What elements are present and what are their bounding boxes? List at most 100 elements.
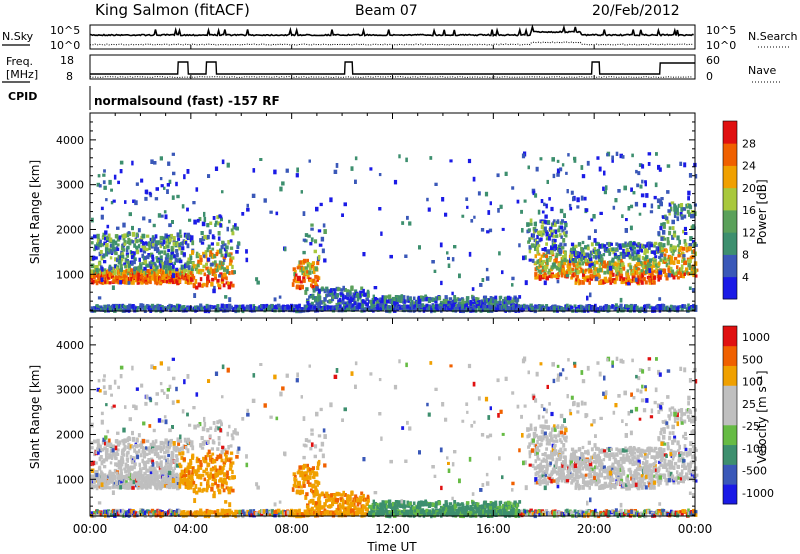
velocity-cell (150, 465, 153, 469)
velocity-cell (101, 486, 105, 490)
power-cell (550, 250, 554, 255)
power-cell (93, 274, 96, 280)
power-cell (384, 298, 387, 303)
power-cell (552, 307, 556, 313)
power-cell (117, 280, 121, 285)
power-cell (580, 254, 584, 259)
velocity-cell (164, 477, 168, 482)
power-cell (586, 295, 589, 301)
power-cell (100, 214, 104, 220)
power-cell (228, 297, 232, 303)
power-cell (163, 260, 167, 266)
power-cell (196, 263, 200, 268)
power-cell (318, 290, 321, 294)
power-cell (666, 237, 670, 241)
power-cell (220, 303, 224, 308)
power-cell (327, 290, 330, 296)
power-cell (159, 264, 163, 269)
power-cell (245, 257, 249, 263)
power-cell (123, 233, 127, 238)
power-cell (627, 251, 631, 257)
power-cell (372, 300, 375, 304)
power-cell (663, 224, 666, 229)
power-cell (638, 246, 643, 251)
power-cell (114, 257, 118, 262)
power-cell (379, 297, 383, 302)
power-cell (218, 274, 222, 278)
power-cell (477, 191, 481, 196)
velocity-cell (153, 451, 157, 457)
power-cell (136, 308, 139, 313)
velocity-cell (125, 480, 128, 484)
power-cell (396, 298, 400, 302)
velocity-cell (114, 439, 119, 444)
colorbar-tick-label: 20 (742, 182, 756, 195)
velocity-cell (122, 453, 126, 457)
velocity-cell (148, 450, 151, 456)
power-cell (562, 307, 566, 312)
power-cell (152, 237, 156, 242)
power-cell (656, 198, 661, 204)
velocity-cell (220, 469, 224, 475)
power-cell (101, 266, 104, 272)
power-cell (662, 215, 666, 219)
power-cell (163, 276, 167, 280)
velocity-cell (231, 461, 235, 465)
power-cell (153, 275, 157, 279)
power-cell (231, 264, 234, 270)
power-cell (386, 299, 390, 304)
velocity-cell (226, 431, 229, 437)
velocity-cell (93, 452, 96, 457)
power-cell (686, 270, 689, 275)
velocity-cell (125, 457, 129, 462)
power-cell (379, 307, 383, 312)
power-cell (614, 255, 617, 259)
power-cell (669, 266, 673, 272)
velocity-cell (344, 507, 348, 511)
power-cell (632, 246, 637, 250)
power-cell (557, 246, 560, 252)
power-cell (210, 262, 214, 267)
power-cell (271, 304, 275, 309)
power-cell (394, 303, 397, 309)
power-cell (222, 256, 227, 260)
velocity-cell (102, 437, 106, 442)
velocity-cell (381, 503, 385, 508)
power-cell (545, 237, 550, 241)
power-cell (660, 236, 664, 241)
velocity-cell (161, 481, 164, 486)
power-cell (159, 240, 163, 245)
velocity-cell (121, 457, 125, 462)
power-cell (168, 278, 172, 283)
power-cell (224, 295, 228, 299)
power-cell (528, 237, 531, 242)
power-cell (235, 250, 239, 254)
power-cell (152, 223, 156, 228)
freq-tick-top: 18 (60, 54, 74, 67)
velocity-cell (314, 485, 318, 491)
power-cell (322, 223, 326, 228)
velocity-cell (304, 438, 309, 442)
velocity-cell (164, 469, 168, 473)
power-cell (131, 240, 135, 244)
power-cell (102, 268, 107, 273)
colorbar-segment (723, 210, 737, 233)
velocity-cell (307, 439, 311, 443)
power-cell (661, 304, 666, 309)
power-cell (346, 296, 350, 301)
colorbar-tick-label: 4 (742, 271, 749, 284)
power-cell (374, 297, 377, 302)
power-cell (159, 250, 164, 254)
power-cell (683, 272, 686, 276)
power-cell (574, 244, 578, 249)
power-cell (540, 233, 544, 237)
power-cell (123, 262, 127, 266)
velocity-cell (131, 456, 134, 460)
colorbar-segment (723, 187, 737, 211)
power-cell (321, 248, 325, 254)
power-cell (278, 307, 281, 313)
power-cell (455, 304, 458, 309)
power-cell (554, 244, 557, 248)
velocity-cell (132, 480, 136, 484)
power-cell (291, 282, 295, 287)
